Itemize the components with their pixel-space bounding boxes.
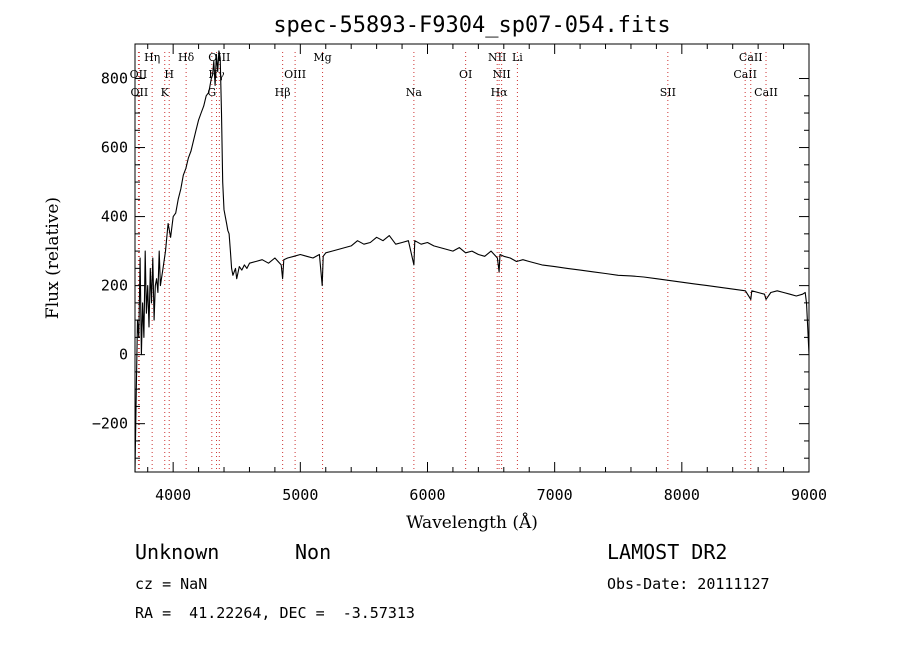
survey-name: LAMOST DR2: [607, 540, 728, 564]
spectral-class: Unknown: [135, 540, 220, 564]
line-label-4: H: [164, 68, 174, 81]
x-tick-label-0: 4000: [155, 486, 191, 504]
y-tick-label-0: −200: [92, 415, 128, 433]
line-label-10: OIII: [284, 68, 306, 81]
line-label-18: SII: [660, 86, 676, 99]
emission-line-markers: OIIOIIHηKHHδGHγOIIIHβOIIIMgNaOINIIHαNIIL…: [130, 51, 778, 472]
x-tick-label-1: 5000: [282, 486, 318, 504]
x-tick-label-3: 7000: [537, 486, 573, 504]
x-tick-label-5: 9000: [791, 486, 827, 504]
line-label-11: Mg: [313, 51, 331, 64]
line-label-15: Hα: [491, 86, 509, 99]
line-label-20: CaII: [739, 51, 763, 64]
line-label-17: Li: [512, 51, 523, 64]
y-tick-label-1: 0: [119, 346, 128, 364]
spectral-subclass: Non: [295, 540, 332, 564]
y-tick-label-5: 800: [101, 70, 128, 88]
line-label-0: OII: [130, 68, 148, 81]
x-tick-label-2: 6000: [409, 486, 445, 504]
x-tick-label-4: 8000: [664, 486, 700, 504]
line-label-8: OIII: [208, 51, 230, 64]
line-label-13: OI: [459, 68, 472, 81]
y-tick-label-2: 200: [101, 277, 128, 295]
obs-date: Obs-Date: 20111127: [607, 575, 770, 593]
plot-frame: [134, 43, 810, 473]
axis-ticks: 4000 5000 6000 7000 8000 9000 −200 0 200 400 600 80…: [92, 44, 827, 504]
line-label-2: Hη: [144, 51, 160, 64]
line-label-12: Na: [406, 86, 423, 99]
line-label-6: G: [207, 86, 216, 99]
line-label-5: Hδ: [178, 51, 195, 64]
line-label-21: CaII: [754, 86, 778, 99]
line-label-14: NII: [488, 51, 506, 64]
y-axis-label: Flux (relative): [43, 197, 63, 319]
chart-title: spec-55893-F9304_sp07-054.fits: [273, 13, 670, 38]
spectrum-line-0: [134, 50, 810, 473]
line-label-19: CaII: [733, 68, 757, 81]
y-tick-label-3: 400: [101, 208, 128, 226]
ra-dec: RA = 41.22264, DEC = -3.57313: [135, 604, 415, 622]
spectrum-series: [134, 50, 810, 473]
line-label-1: OII: [130, 86, 148, 99]
line-label-9: Hβ: [275, 86, 291, 99]
x-axis-label: Wavelength (Å): [406, 512, 538, 533]
y-tick-label-4: 600: [101, 139, 128, 157]
line-label-3: K: [161, 86, 170, 99]
redshift-cz: cz = NaN: [135, 575, 208, 593]
line-label-16: NII: [492, 68, 510, 81]
